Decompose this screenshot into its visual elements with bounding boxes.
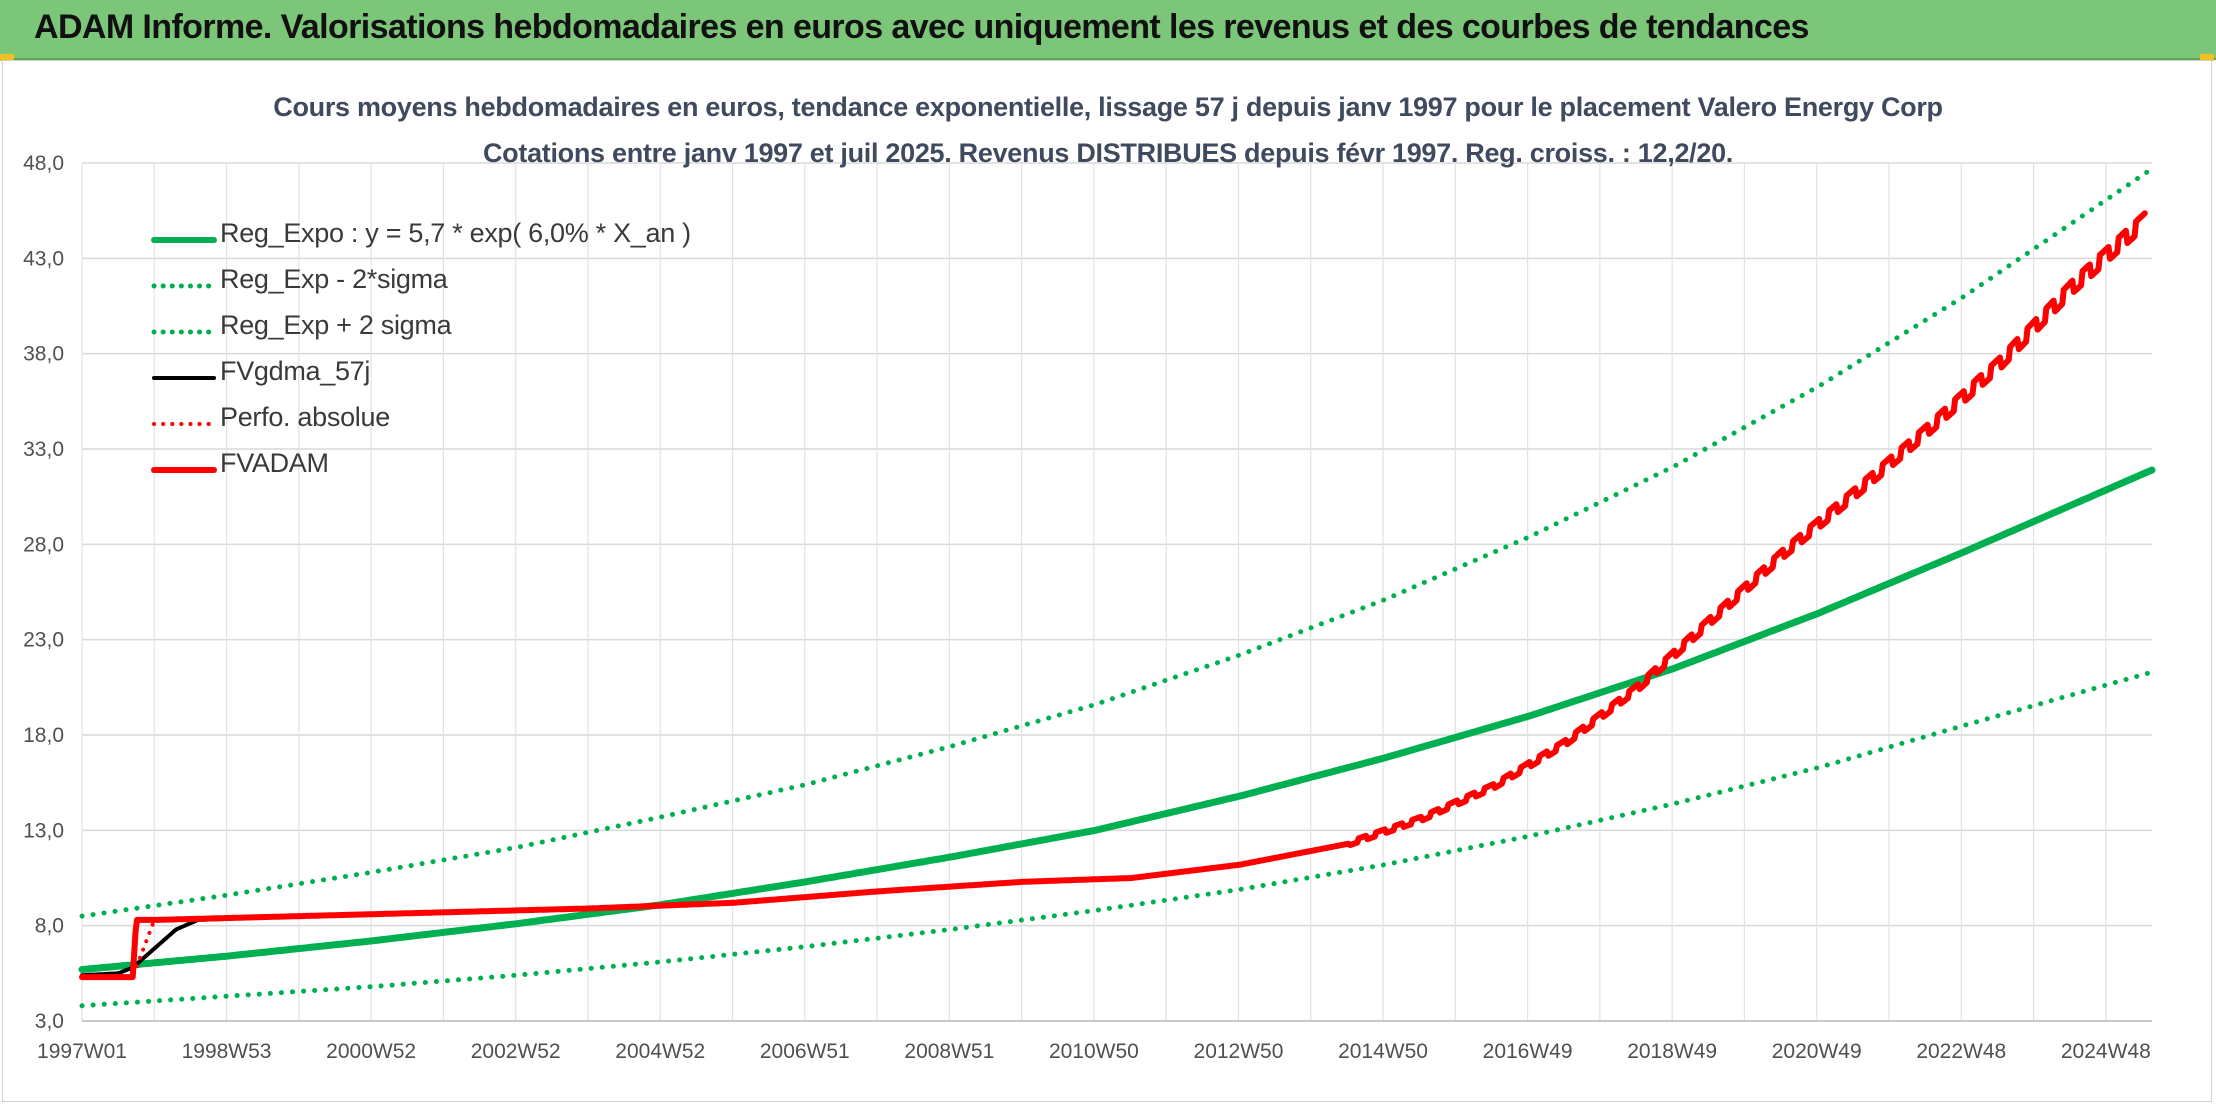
legend-label: Reg_Expo : y = 5,7 * exp( 6,0% * X_an ) xyxy=(220,218,691,248)
series-lines xyxy=(78,166,2156,1009)
legend-swatch xyxy=(151,329,217,335)
legend-swatch xyxy=(152,376,216,380)
legend-swatch xyxy=(152,422,216,426)
gridlines xyxy=(81,162,2152,1022)
legend-swatch xyxy=(151,283,217,289)
chart-area xyxy=(2,60,2212,1102)
y-tick-label: 48,0 xyxy=(23,152,64,175)
x-tick-label: 1998W53 xyxy=(182,1040,272,1063)
y-tick-label: 43,0 xyxy=(23,247,64,270)
legend-label: FVADAM xyxy=(220,448,329,478)
x-tick-label: 2014W50 xyxy=(1338,1040,1428,1063)
chart-subtitle: Cotations entre janv 1997 et juil 2025. … xyxy=(482,138,1733,168)
y-tick-label: 8,0 xyxy=(35,915,64,938)
x-tick-label: 2004W52 xyxy=(615,1040,705,1063)
y-tick-label: 33,0 xyxy=(23,438,64,461)
legend-swatch xyxy=(151,237,217,243)
series-line-0 xyxy=(78,466,2156,973)
x-tick-label: 2008W51 xyxy=(904,1040,994,1063)
chart-title: Cours moyens hebdomadaires en euros, ten… xyxy=(273,92,1943,122)
corner-marker-right xyxy=(2200,54,2214,61)
x-tick-label: 2022W48 xyxy=(1916,1040,2006,1063)
y-tick-label: 3,0 xyxy=(35,1010,64,1033)
y-tick-label: 13,0 xyxy=(23,819,64,842)
series-line-1 xyxy=(79,669,2155,1009)
x-tick-label: 2006W51 xyxy=(760,1040,850,1063)
x-tick-label: 2012W50 xyxy=(1194,1040,1284,1063)
legend-label: Reg_Exp - 2*sigma xyxy=(220,264,448,294)
y-tick-label: 23,0 xyxy=(23,629,64,652)
legend-label: Reg_Exp + 2 sigma xyxy=(220,310,452,340)
x-tick-label: 1997W01 xyxy=(37,1040,127,1063)
x-tick-label: 2000W52 xyxy=(326,1040,416,1063)
y-tick-label: 28,0 xyxy=(23,533,64,556)
report-banner: ADAM Informe. Valorisations hebdomadaire… xyxy=(0,0,2216,60)
legend-label: FVgdma_57j xyxy=(220,356,371,386)
legend-label: Perfo. absolue xyxy=(220,402,390,432)
series-line-5 xyxy=(79,210,2148,981)
x-tick-label: 2018W49 xyxy=(1627,1040,1717,1063)
corner-marker-left xyxy=(0,54,14,61)
report-title: ADAM Informe. Valorisations hebdomadaire… xyxy=(34,8,1809,46)
y-tick-label: 38,0 xyxy=(23,343,64,366)
x-tick-label: 2024W48 xyxy=(2061,1040,2151,1063)
y-tick-label: 18,0 xyxy=(23,724,64,747)
x-tick-label: 2010W50 xyxy=(1049,1040,1139,1063)
x-tick-label: 2016W49 xyxy=(1483,1040,1573,1063)
axes: 3,0 8,0 13,0 18,0 23,0 28,0 33,0 38,0 43,0 48,0 19… xyxy=(23,152,2152,1063)
legend-swatch xyxy=(151,467,217,473)
x-tick-label: 2002W52 xyxy=(471,1040,561,1063)
x-tick-label: 2020W49 xyxy=(1772,1040,1862,1063)
